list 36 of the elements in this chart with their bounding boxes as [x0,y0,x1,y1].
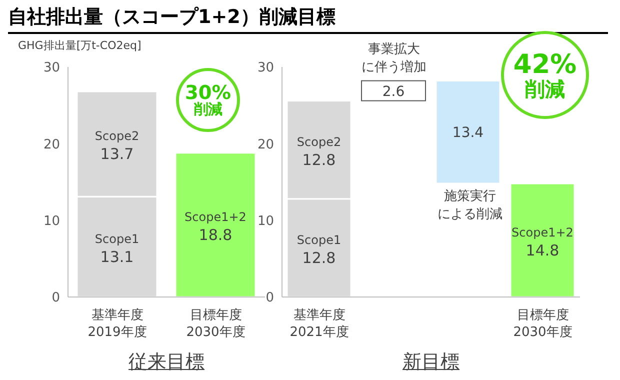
y-tick-label: 10 [257,214,274,229]
data-label: 12.8 [302,150,336,169]
series-label: Scope1 [94,232,140,246]
x-tick-label: 目標年度 2030年度 [186,307,246,340]
y-tick-label: 20 [257,137,274,152]
annotation: 42% 削減 [513,48,577,101]
chart-title: 自社排出量（スコープ1+2）削減目標 [8,4,608,34]
data-label: 13.7 [100,145,134,164]
series-label: Scope1+2 [512,225,574,240]
y-axis-title: GHG排出量[万t-CO2eq] [18,38,142,53]
text: 事業拡大 [367,41,421,59]
data-label: 18.8 [198,226,232,244]
y-tick-label: 10 [43,214,60,229]
data-label: 2.6 [382,84,405,100]
annotation: 30% 削減 [185,80,231,118]
y-tick-label: 0 [266,290,274,306]
y-tick-label: 30 [257,60,274,76]
y-tick-label: 30 [43,60,60,76]
x-tick-label: 基準年度 2021年度 [290,307,349,340]
series-label: Scope2 [296,134,342,149]
annotation: に伴う増加 [360,59,428,77]
annotation: による削減 [436,206,504,224]
data-label: 13.1 [100,248,134,266]
annotation: 施策実行 [443,188,497,206]
x-tick-label: 基準年度 2019年度 [88,307,147,340]
data-label: 13.4 [452,125,484,142]
series-label: Scope2 [94,129,140,144]
data-label: 14.8 [526,241,560,260]
x-axis-title: 従来目標 [128,351,204,373]
y-tick-label: 20 [43,137,60,152]
x-axis-title: 新目標 [402,351,460,373]
series-label: Scope1+2 [184,210,246,224]
series-label: Scope1 [296,232,342,247]
data-label: 12.8 [302,248,336,267]
x-tick-label: 目標年度 2030年度 [513,307,572,340]
y-tick-label: 0 [52,290,60,306]
